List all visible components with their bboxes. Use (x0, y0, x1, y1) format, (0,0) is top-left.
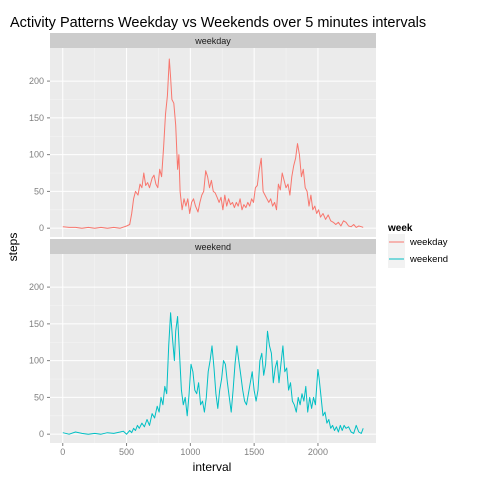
legend-label-weekday: weekday (409, 237, 448, 248)
y-tick-label: 0 (39, 223, 44, 233)
x-tick-label: 2000 (308, 447, 328, 457)
y-tick-label: 0 (39, 429, 44, 439)
legend-items: weekday weekend (388, 234, 448, 268)
y-tick-label: 200 (29, 76, 44, 86)
y-axis-title: steps (6, 233, 20, 262)
series-line-weekday (62, 58, 364, 229)
y-tick-label: 100 (29, 356, 44, 366)
y-tick-label: 50 (34, 392, 44, 402)
x-tick-label: 1000 (180, 447, 200, 457)
strip-label-weekday: weekday (194, 36, 231, 46)
legend-item-weekend: weekend (388, 251, 448, 268)
y-tick-label: 100 (29, 150, 44, 160)
x-axis-title: interval (193, 460, 232, 474)
y-tick-label: 50 (34, 186, 44, 196)
strip-weekday (50, 33, 376, 48)
strip-label-weekend: weekend (194, 242, 231, 252)
chart-title: Activity Patterns Weekday vs Weekends ov… (10, 15, 426, 31)
y-tick-label: 150 (29, 319, 44, 329)
series-line-weekend (62, 312, 364, 435)
legend-title: week (387, 223, 413, 234)
x-tick-label: 500 (119, 447, 134, 457)
y-tick-label: 200 (29, 282, 44, 292)
y-tick-label: 150 (29, 113, 44, 123)
legend-label-weekend: weekend (409, 254, 448, 265)
plot-area-weekday (50, 48, 376, 237)
plot-area-weekend (50, 254, 376, 443)
panel-weekday: weekday 0 50 100 150 200 (29, 33, 376, 237)
legend-item-weekday: weekday (388, 234, 448, 251)
x-tick-label: 0 (60, 447, 65, 457)
legend: week weekday weekend (387, 223, 448, 268)
x-tick-label: 1500 (244, 447, 264, 457)
strip-weekend (50, 239, 376, 254)
